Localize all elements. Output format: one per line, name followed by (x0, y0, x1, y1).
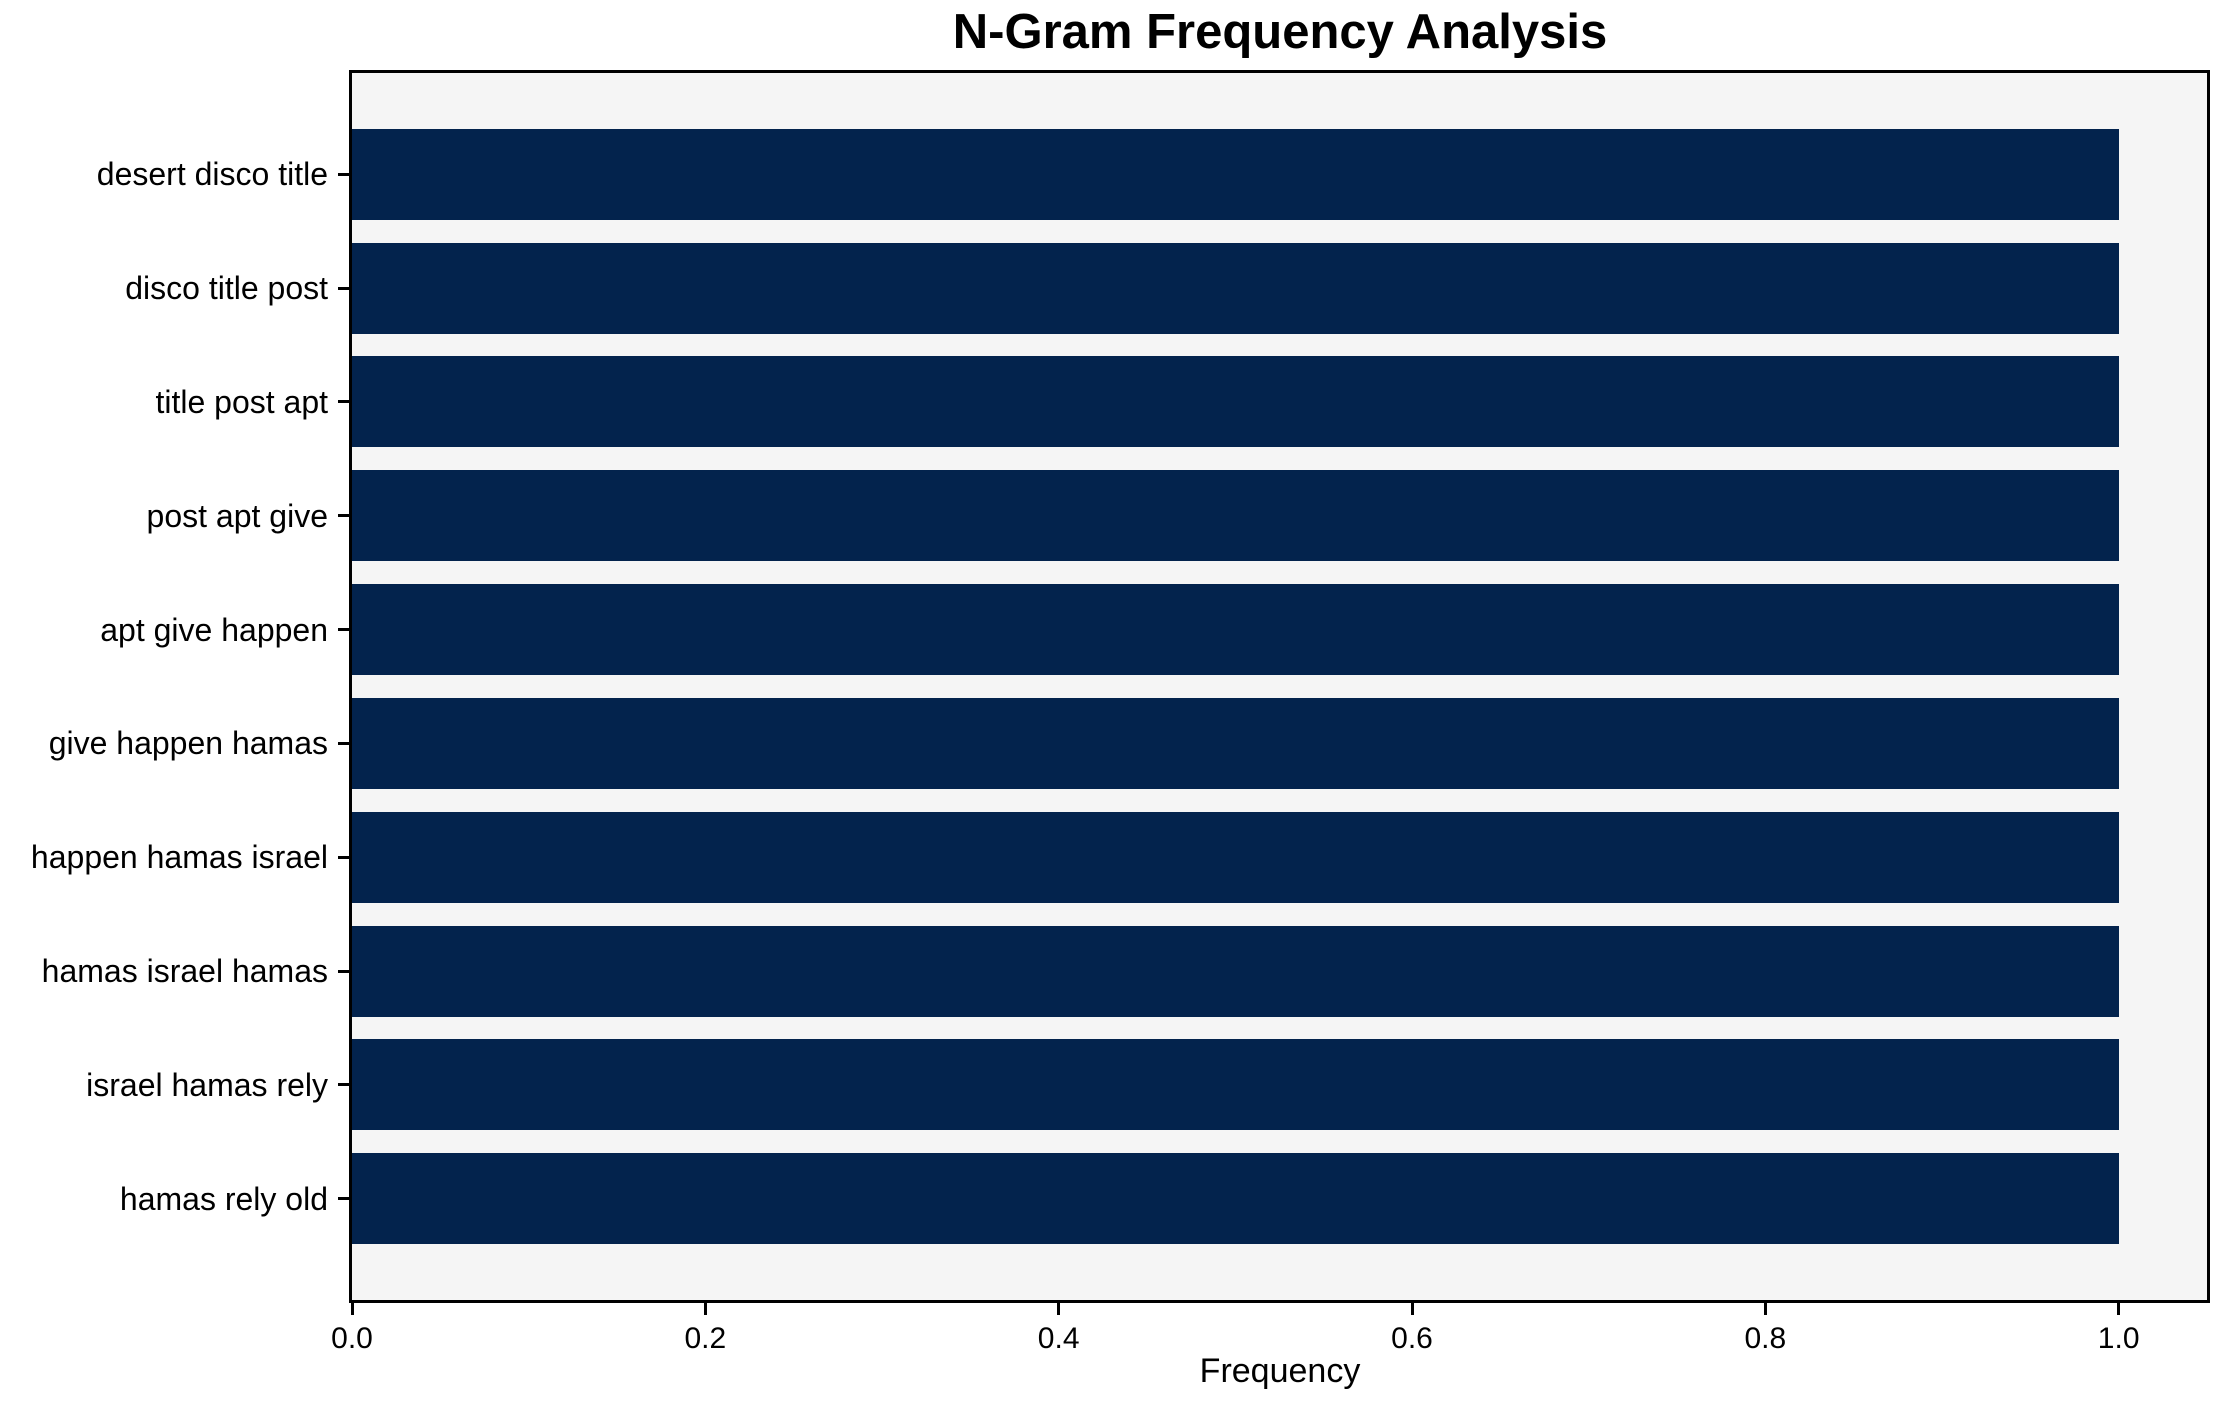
y-tick-mark (338, 286, 349, 290)
bar-give-happen-hamas (352, 697, 2119, 789)
y-tick-label: hamas rely old (119, 1180, 328, 1217)
bar-hamas-rely-old (352, 1153, 2119, 1245)
x-tick-mark (1763, 1303, 1767, 1315)
y-tick-label: israel hamas rely (86, 1066, 328, 1103)
y-tick-label: hamas israel hamas (41, 953, 328, 990)
y-tick-mark (338, 741, 349, 745)
x-tick-mark (1410, 1303, 1414, 1315)
x-axis-label: Frequency (1199, 1352, 1361, 1390)
y-tick-mark (338, 400, 349, 404)
y-tick-mark (338, 969, 349, 973)
y-tick-label: disco title post (125, 270, 328, 307)
y-tick-mark (338, 628, 349, 632)
bar-israel-hamas-rely (352, 1039, 2119, 1131)
y-tick-label: apt give happen (100, 611, 328, 648)
x-tick-mark (2117, 1303, 2121, 1315)
x-tick-mark (703, 1303, 707, 1315)
x-tick-label: 0.4 (1037, 1322, 1080, 1355)
bar-desert-disco-title (352, 128, 2119, 220)
x-tick-mark (1057, 1303, 1061, 1315)
x-tick-label: 0.2 (684, 1322, 727, 1355)
bar-hamas-israel-hamas (352, 925, 2119, 1017)
bar-post-apt-give (352, 470, 2119, 562)
x-tick-label: 1.0 (2097, 1322, 2140, 1355)
x-tick-label: 0.8 (1744, 1322, 1787, 1355)
x-tick-mark (350, 1303, 354, 1315)
bar-disco-title-post (352, 242, 2119, 334)
y-tick-label: desert disco title (96, 156, 328, 193)
y-tick-label: post apt give (146, 497, 328, 534)
x-tick-label: 0.0 (331, 1322, 373, 1355)
y-tick-mark (338, 1197, 349, 1201)
y-tick-label: give happen hamas (48, 725, 328, 762)
chart-title: N-Gram Frequency Analysis (952, 5, 1608, 59)
bar-apt-give-happen (352, 584, 2119, 676)
y-tick-mark (338, 855, 349, 859)
x-tick-label: 0.6 (1391, 1322, 1433, 1355)
y-tick-label: title post apt (155, 383, 328, 420)
bar-happen-hamas-israel (352, 811, 2119, 903)
plot-area (349, 70, 2210, 1303)
bar-title-post-apt (352, 356, 2119, 448)
y-tick-mark (338, 172, 349, 176)
y-tick-mark (338, 514, 349, 518)
y-tick-label: happen hamas israel (30, 839, 328, 876)
y-tick-mark (338, 1083, 349, 1087)
